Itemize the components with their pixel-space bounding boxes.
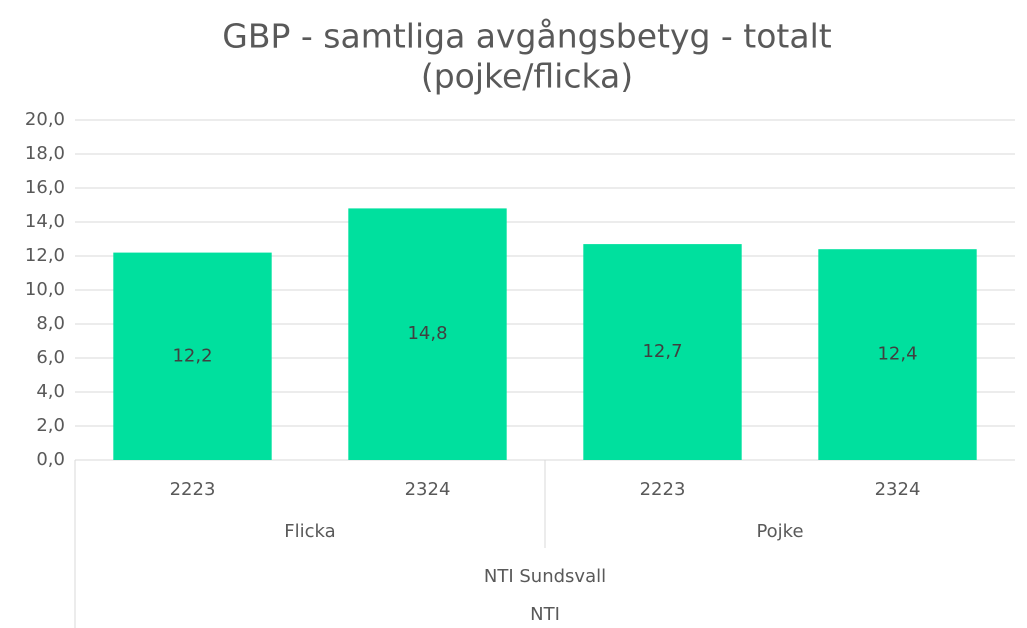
data-label: 14,8: [407, 323, 447, 344]
y-tick-label: 12,0: [25, 245, 65, 266]
chart-title: (pojke/flicka): [421, 57, 633, 96]
y-tick-label: 6,0: [36, 347, 65, 368]
bar: [583, 244, 742, 460]
y-tick-label: 8,0: [36, 313, 65, 334]
y-tick-label: 10,0: [25, 279, 65, 300]
chart-title: GBP - samtliga avgångsbetyg - totalt: [222, 17, 831, 56]
y-tick-label: 2,0: [36, 415, 65, 436]
y-tick-label: 20,0: [25, 109, 65, 130]
x-tick-label: 2324: [405, 479, 451, 500]
x-tick-label: 2223: [170, 479, 216, 500]
y-tick-label: 14,0: [25, 211, 65, 232]
x-tick-label: 2223: [640, 479, 686, 500]
bar: [113, 252, 272, 460]
category-group-label: Flicka: [284, 521, 335, 542]
y-tick-label: 0,0: [36, 449, 65, 470]
y-tick-label: 18,0: [25, 143, 65, 164]
y-tick-label: 16,0: [25, 177, 65, 198]
category-group-label: Pojke: [756, 521, 803, 542]
bar: [348, 208, 507, 460]
bar: [818, 249, 977, 460]
category-group-label: NTI: [530, 604, 560, 625]
data-label: 12,2: [172, 345, 212, 366]
data-label: 12,7: [642, 341, 682, 362]
y-tick-label: 4,0: [36, 381, 65, 402]
category-group-label: NTI Sundsvall: [484, 566, 606, 587]
data-label: 12,4: [877, 344, 917, 365]
x-tick-label: 2324: [875, 479, 921, 500]
